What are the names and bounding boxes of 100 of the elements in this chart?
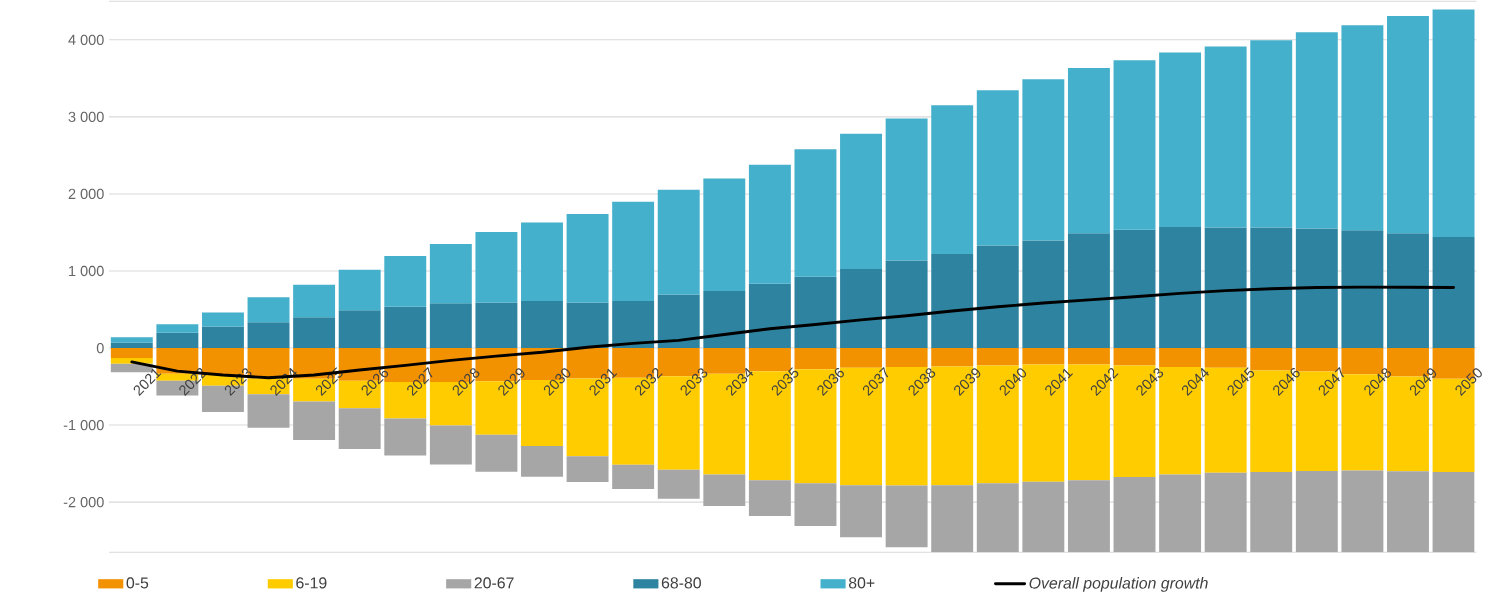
bar [1341, 25, 1384, 230]
bar [1113, 347, 1156, 366]
y-tick-label: 0 [96, 342, 104, 353]
bar [931, 347, 974, 367]
y-tick-label: 3 000 [68, 111, 104, 122]
bar [156, 323, 199, 333]
bar [1022, 481, 1065, 553]
bar [247, 322, 290, 348]
bar [1204, 46, 1247, 228]
bar [976, 90, 1019, 246]
bar [475, 231, 518, 303]
bar [885, 260, 928, 348]
bar [429, 243, 472, 304]
bar [840, 268, 882, 348]
bar [566, 456, 609, 482]
bar [748, 480, 791, 516]
bar [1204, 472, 1247, 553]
bar [1022, 78, 1065, 241]
bar [1113, 229, 1156, 348]
bar [931, 253, 974, 348]
bar [1387, 233, 1429, 348]
bar [338, 407, 381, 449]
bar [429, 425, 472, 465]
bar [1067, 347, 1110, 365]
bar [657, 469, 700, 499]
bar [475, 434, 518, 472]
bar [521, 222, 563, 301]
bar [1250, 471, 1293, 553]
bar [976, 483, 1019, 553]
bar [1295, 228, 1338, 348]
bar [293, 401, 336, 440]
bar [384, 306, 427, 348]
bar [1204, 227, 1247, 348]
bar [612, 464, 655, 489]
bar [384, 255, 427, 307]
bar [976, 347, 1019, 366]
bar [1341, 229, 1384, 348]
y-tick-label: -2 000 [63, 496, 104, 508]
legend-label: 0-5 [126, 577, 149, 589]
bar [338, 269, 381, 311]
bar [566, 302, 609, 348]
bar [1204, 347, 1247, 368]
bar [293, 317, 336, 348]
bar [976, 245, 1019, 348]
bar [840, 347, 882, 368]
y-tick-label: 2 000 [68, 188, 104, 199]
y-tick-label: -1 000 [63, 419, 104, 431]
bar [703, 474, 746, 506]
bar [1022, 347, 1065, 365]
bar [1159, 347, 1202, 367]
y-tick-label: 1 000 [69, 265, 104, 276]
bar [521, 300, 563, 348]
bar [931, 105, 974, 254]
legend-label: Overall population growth [1029, 576, 1208, 592]
bar [338, 310, 381, 348]
legend-label: 6-19 [296, 577, 327, 589]
bar [201, 312, 244, 327]
bar [1387, 471, 1429, 553]
bar [156, 332, 199, 348]
bar [703, 290, 746, 348]
bar [657, 294, 700, 348]
bar [1341, 470, 1384, 553]
bar [794, 483, 837, 526]
bar [1113, 60, 1156, 230]
bar [885, 118, 928, 261]
bar [1295, 470, 1338, 553]
bar [1159, 52, 1202, 227]
bar [1432, 9, 1475, 237]
bar [748, 283, 791, 348]
bar [931, 485, 974, 553]
bar [794, 149, 837, 277]
bar [1432, 471, 1475, 553]
bar [566, 213, 609, 303]
bar [1295, 31, 1338, 229]
bar [1159, 226, 1202, 348]
bar [475, 302, 518, 348]
bar [110, 347, 153, 358]
legend-label: 80+ [848, 577, 875, 589]
bar [110, 342, 153, 348]
legend-label: 68-80 [661, 577, 701, 589]
bar [1113, 476, 1156, 553]
bar [1250, 227, 1293, 348]
bar [657, 189, 700, 295]
bar [840, 485, 882, 538]
bar [1159, 474, 1202, 553]
legend-label: 20-67 [474, 577, 514, 589]
bar [1250, 40, 1293, 228]
bar [794, 276, 837, 348]
bar [885, 485, 928, 548]
bar [840, 133, 882, 269]
bar [748, 164, 791, 284]
bar [247, 394, 290, 428]
bar [110, 337, 153, 343]
bar [612, 201, 655, 301]
bar [703, 178, 746, 291]
bar [1022, 240, 1065, 348]
bar [201, 326, 244, 348]
bar [885, 347, 928, 367]
y-tick-label: 4 000 [68, 34, 104, 45]
bar [521, 445, 563, 477]
